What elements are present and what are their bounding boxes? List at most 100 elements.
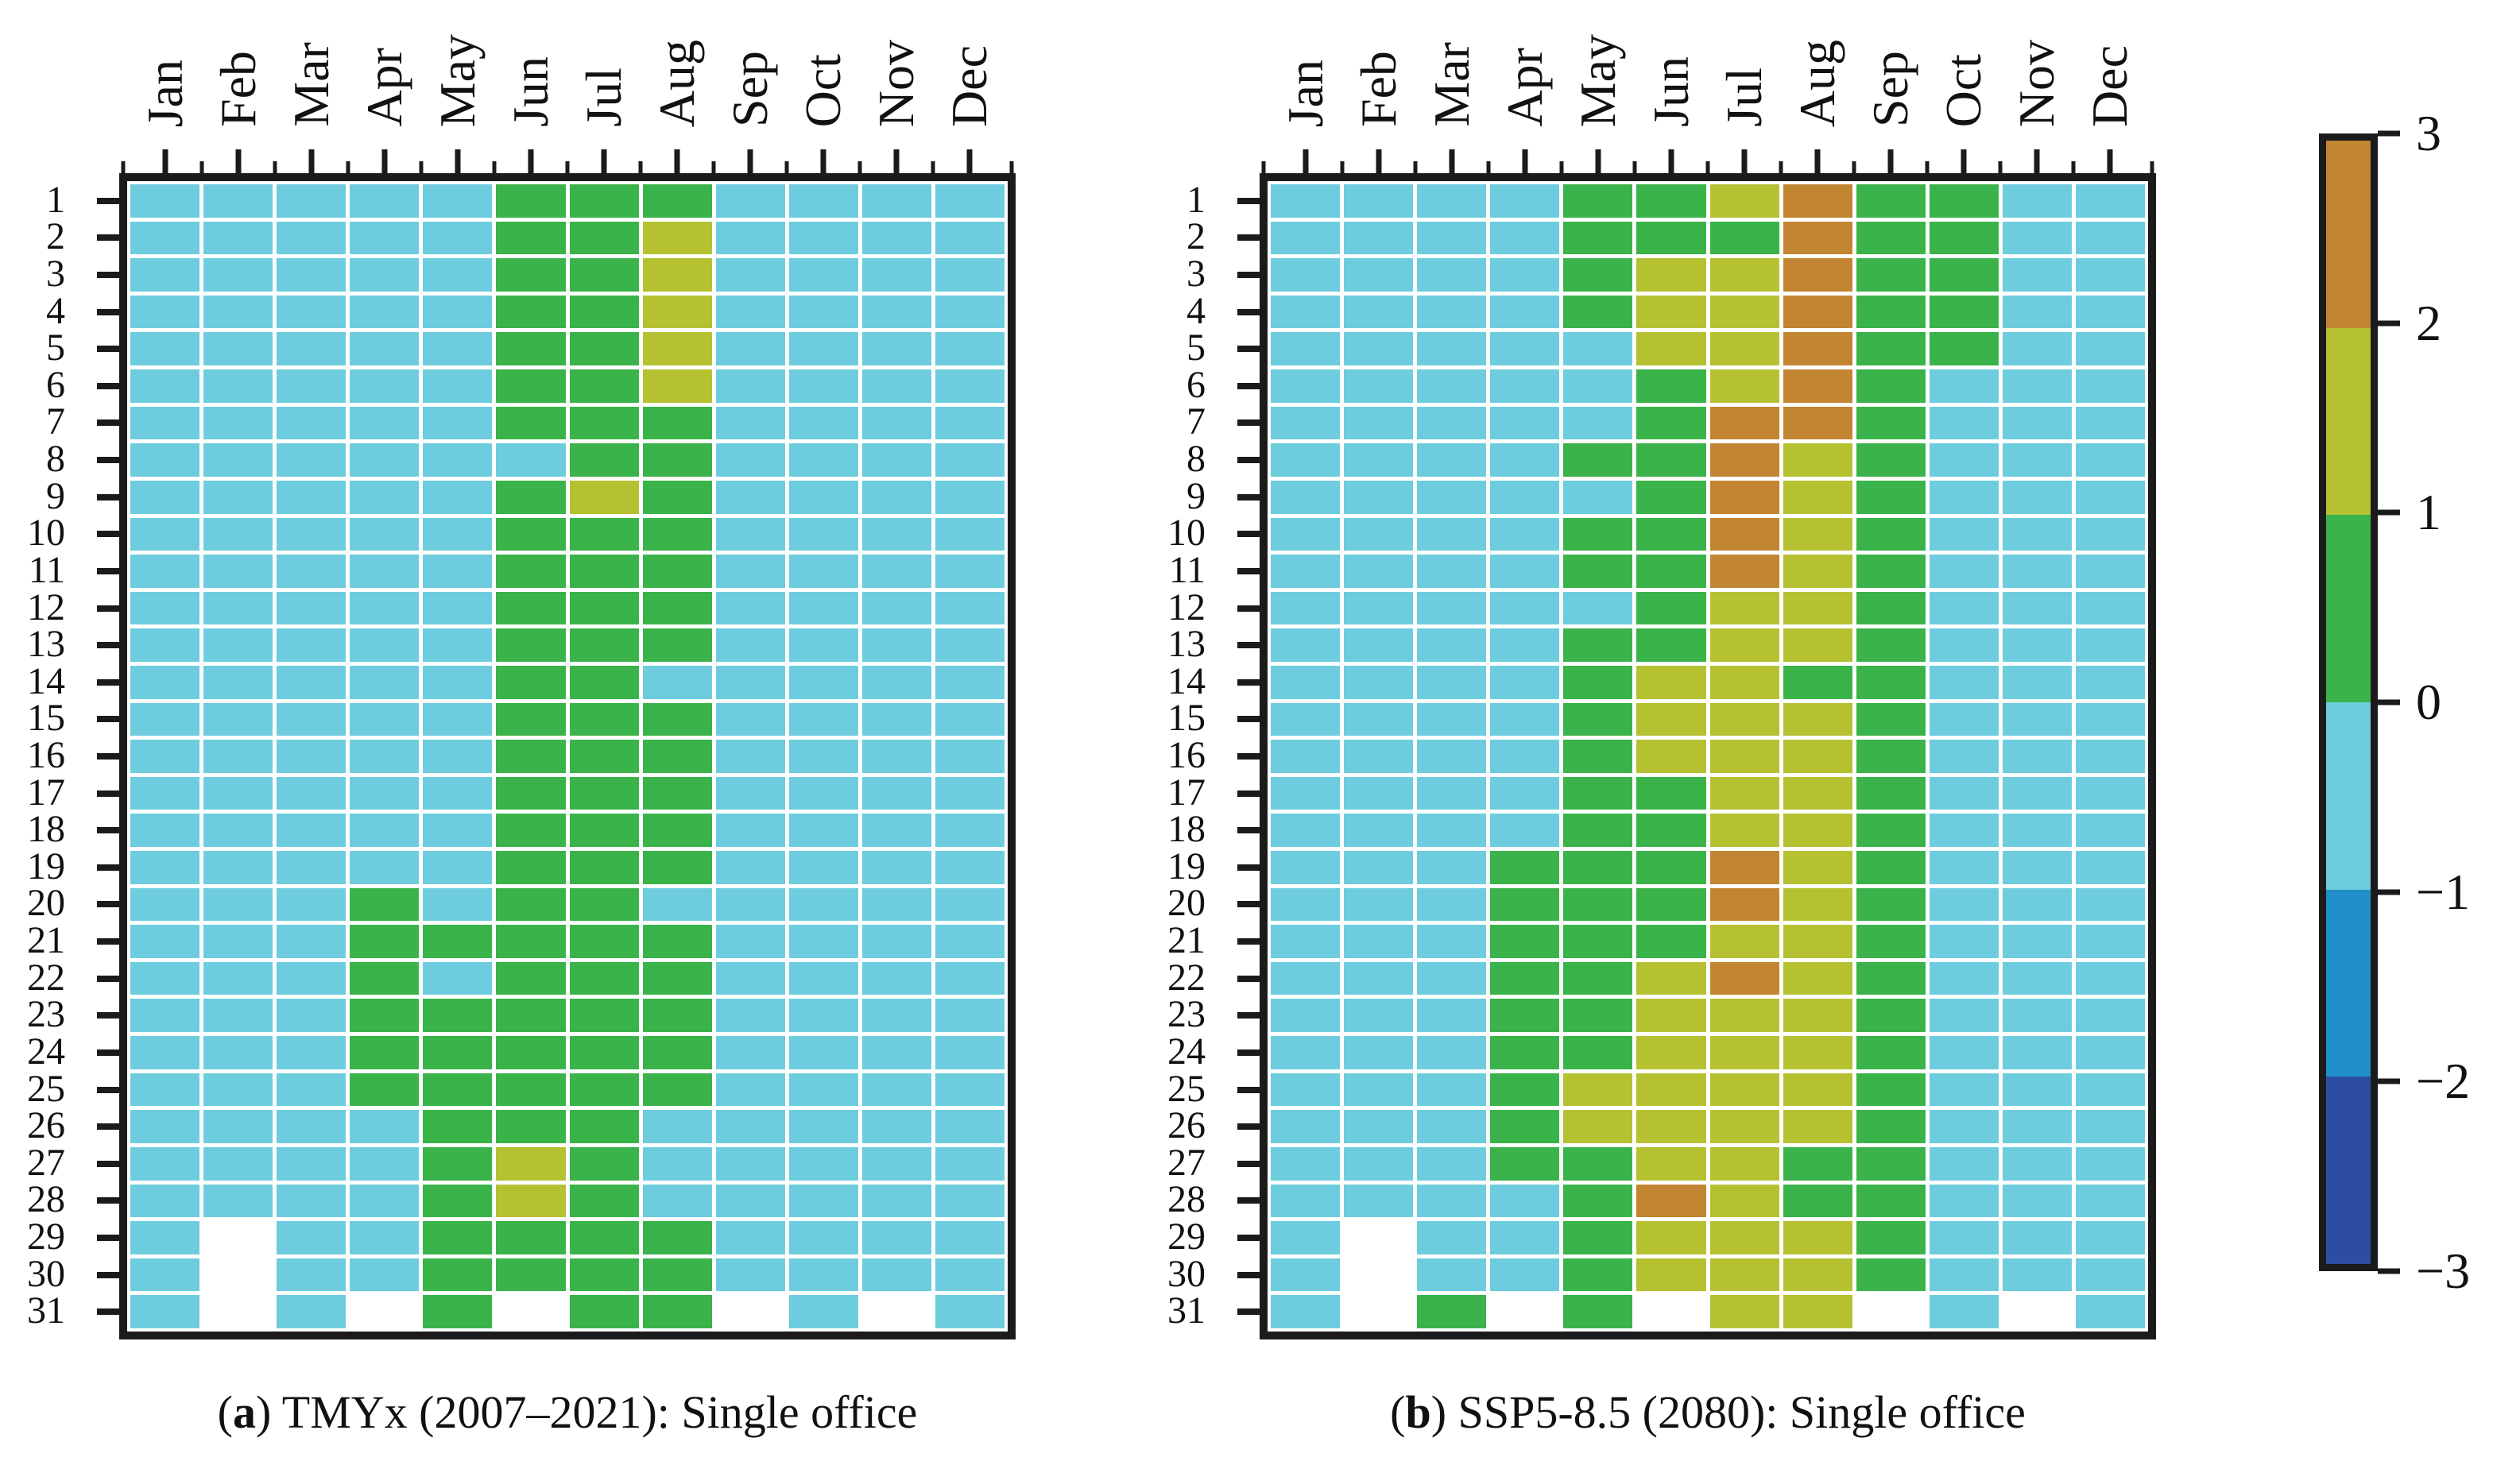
- heatmap-cell-b-1-Sep: [1856, 184, 1926, 218]
- heatmap-cell-a-27-May: [423, 1146, 493, 1181]
- heatmap-cell-a-29-Dec: [935, 1221, 1005, 1254]
- heatmap-cell-b-12-Oct: [1929, 591, 1999, 625]
- heatmap-cell-a-18-Jul: [569, 814, 639, 848]
- x-axis-label-Nov: Nov: [868, 39, 925, 127]
- heatmap-cell-a-2-Jun: [496, 221, 566, 255]
- heatmap-cell-a-2-Jan: [130, 221, 200, 255]
- heatmap-cell-b-26-Oct: [1929, 1110, 1999, 1143]
- heatmap-cell-a-23-Sep: [715, 999, 785, 1033]
- heatmap-cell-a-10-Jun: [496, 517, 566, 551]
- heatmap-cell-a-21-Jan: [130, 925, 200, 958]
- heatmap-cell-b-22-Oct: [1929, 961, 1999, 995]
- heatmap-cell-a-5-Mar: [277, 332, 346, 366]
- heatmap-cell-b-8-Dec: [2075, 443, 2145, 477]
- heatmap-cell-b-3-Jun: [1636, 258, 1706, 292]
- heatmap-cell-b-20-Nov: [2002, 887, 2072, 922]
- heatmap-cell-a-16-Mar: [277, 740, 346, 773]
- y-axis-label-23: 23: [27, 993, 65, 1036]
- y-axis-tick: [1237, 346, 1260, 353]
- heatmap-cell-b-19-Oct: [1929, 851, 1999, 884]
- heatmap-cell-b-5-Mar: [1417, 332, 1487, 366]
- heatmap-cell-a-13-Feb: [203, 628, 273, 662]
- heatmap-cell-b-1-Jan: [1271, 184, 1341, 218]
- heatmap-cell-a-2-Sep: [715, 221, 785, 255]
- x-axis-minor-tick: [1261, 161, 1266, 173]
- heatmap-cell-b-2-May: [1563, 221, 1633, 255]
- x-axis-label-May: May: [1569, 33, 1626, 127]
- heatmap-cell-a-8-Nov: [861, 443, 931, 477]
- y-axis-label-17: 17: [1167, 771, 1206, 814]
- heatmap-cell-a-20-May: [423, 887, 493, 922]
- y-axis-tick: [1237, 1308, 1260, 1316]
- heatmap-cell-b-7-Apr: [1490, 406, 1560, 440]
- heatmap-cell-b-29-Aug: [1783, 1221, 1852, 1254]
- heatmap-cell-a-30-May: [423, 1258, 493, 1292]
- x-axis-label-Feb: Feb: [1349, 51, 1407, 127]
- heatmap-cell-a-7-Jun: [496, 406, 566, 440]
- heatmap-cell-a-2-May: [423, 221, 493, 255]
- heatmap-cell-a-15-Jul: [569, 702, 639, 736]
- heatmap-cell-b-7-Jul: [1709, 406, 1779, 440]
- heatmap-cell-b-22-Mar: [1417, 961, 1487, 995]
- y-axis-label-20: 20: [1167, 882, 1206, 925]
- colorbar-band-1: [2326, 327, 2371, 516]
- heatmap-cell-b-1-Mar: [1417, 184, 1487, 218]
- heatmap-cell-a-3-Jun: [496, 258, 566, 292]
- heatmap-cell-b-16-Jun: [1636, 740, 1706, 773]
- y-axis-label-2: 2: [46, 215, 65, 258]
- heatmap-cell-a-7-Apr: [350, 406, 420, 440]
- heatmap-cell-a-6-Nov: [861, 369, 931, 403]
- heatmap-cell-b-11-Apr: [1490, 555, 1560, 588]
- heatmap-cell-a-18-Mar: [277, 814, 346, 848]
- heatmap-cell-b-17-Jul: [1709, 776, 1779, 810]
- heatmap-cell-a-19-Aug: [642, 851, 712, 884]
- heatmap-cell-a-14-Jan: [130, 665, 200, 699]
- heatmap-cell-b-28-Jan: [1271, 1184, 1341, 1218]
- heatmap-cell-a-22-Jul: [569, 961, 639, 995]
- heatmap-cell-b-7-Aug: [1783, 406, 1852, 440]
- caption-b-open: (: [1390, 1386, 1406, 1438]
- heatmap-cell-a-10-Oct: [788, 517, 858, 551]
- heatmap-cell-a-24-Apr: [350, 1036, 420, 1069]
- heatmap-cell-b-18-Aug: [1783, 814, 1852, 848]
- heatmap-cell-a-28-Feb: [203, 1184, 273, 1218]
- heatmap-cell-a-8-Aug: [642, 443, 712, 477]
- heatmap-cell-a-2-Feb: [203, 221, 273, 255]
- heatmap-cell-b-8-Aug: [1783, 443, 1852, 477]
- heatmap-cell-b-11-Sep: [1856, 555, 1926, 588]
- heatmap-cell-a-12-Jun: [496, 591, 566, 625]
- heatmap-cell-b-21-Jul: [1709, 925, 1779, 958]
- heatmap-cell-b-24-May: [1563, 1036, 1633, 1069]
- x-axis-major-tick: [2034, 149, 2040, 173]
- y-axis-tick: [1237, 938, 1260, 945]
- heatmap-cell-a-21-Sep: [715, 925, 785, 958]
- heatmap-cell-b-10-Sep: [1856, 517, 1926, 551]
- y-axis-label-12: 12: [1167, 586, 1206, 628]
- heatmap-cell-b-2-Jan: [1271, 221, 1341, 255]
- heatmap-cell-b-14-Jun: [1636, 665, 1706, 699]
- heatmap-cell-a-26-Nov: [861, 1110, 931, 1143]
- y-axis-tick: [1237, 457, 1260, 464]
- heatmap-cell-a-8-Feb: [203, 443, 273, 477]
- y-axis-label-19: 19: [1167, 845, 1206, 887]
- heatmap-cell-a-2-Jul: [569, 221, 639, 255]
- heatmap-cell-a-20-Jun: [496, 887, 566, 922]
- x-axis-minor-tick: [1559, 161, 1564, 173]
- heatmap-cell-a-5-Jul: [569, 332, 639, 366]
- heatmap-cell-b-1-May: [1563, 184, 1633, 218]
- y-axis-label-12: 12: [27, 586, 65, 628]
- heatmap-cell-a-23-Jun: [496, 999, 566, 1033]
- heatmap-cell-b-5-Apr: [1490, 332, 1560, 366]
- y-axis-tick: [1237, 605, 1260, 612]
- heatmap-cell-b-29-Dec: [2075, 1221, 2145, 1254]
- heatmap-cell-b-26-May: [1563, 1110, 1633, 1143]
- heatmap-cell-a-6-Jul: [569, 369, 639, 403]
- heatmap-cell-a-30-Jul: [569, 1258, 639, 1292]
- x-axis-major-tick: [308, 149, 315, 173]
- heatmap-cell-a-3-May: [423, 258, 493, 292]
- heatmap-cell-a-19-Jan: [130, 851, 200, 884]
- heatmap-cell-b-15-Jul: [1709, 702, 1779, 736]
- heatmap-cell-a-17-Oct: [788, 776, 858, 810]
- heatmap-cell-a-29-Oct: [788, 1221, 858, 1254]
- heatmap-cell-b-13-Dec: [2075, 628, 2145, 662]
